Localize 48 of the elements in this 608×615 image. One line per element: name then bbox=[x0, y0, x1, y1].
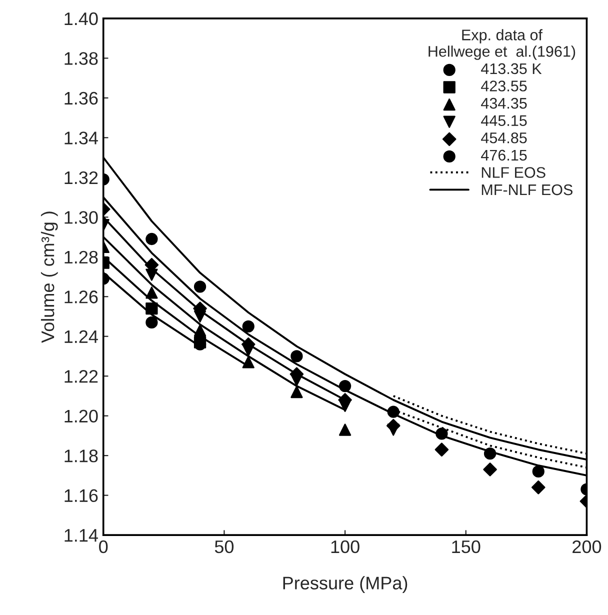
x-tick-label: 50 bbox=[214, 540, 234, 554]
y-tick-label: 1.40 bbox=[64, 12, 98, 26]
point bbox=[290, 350, 303, 362]
y-tick-label: 1.14 bbox=[64, 529, 98, 542]
y-tick-label: 1.28 bbox=[64, 250, 98, 264]
point bbox=[484, 448, 496, 460]
x-axis-title: Pressure (MPa) bbox=[283, 576, 408, 594]
y-tick-label: 1.36 bbox=[64, 92, 98, 105]
legend-label: 434.35 bbox=[481, 98, 527, 109]
point bbox=[387, 406, 400, 418]
point bbox=[338, 424, 352, 436]
point bbox=[242, 356, 254, 368]
point bbox=[434, 442, 449, 457]
point bbox=[146, 232, 158, 246]
legend-label: 454.85 bbox=[481, 132, 527, 144]
point bbox=[531, 480, 546, 494]
point bbox=[146, 302, 158, 315]
y-tick-label: 1.30 bbox=[64, 211, 98, 224]
y-tick-label: 1.22 bbox=[64, 370, 98, 383]
y-tick-label: 1.26 bbox=[64, 290, 98, 304]
x-tick-label: 200 bbox=[572, 540, 602, 554]
legend-label: MF-NLF EOS bbox=[482, 184, 572, 196]
x-tick-label: 150 bbox=[452, 540, 480, 554]
point bbox=[242, 320, 254, 332]
y-tick-label: 1.16 bbox=[64, 489, 98, 502]
legend-label: NLF EOS bbox=[482, 167, 546, 178]
x-tick-label: 100 bbox=[331, 540, 360, 554]
x-tick-label: 0 bbox=[99, 540, 108, 554]
point bbox=[483, 462, 497, 476]
point bbox=[338, 380, 352, 392]
y-axis-title: Volume ( cm³/g ) bbox=[40, 212, 58, 343]
legend-label: 476.15 bbox=[481, 150, 527, 161]
y-tick-label: 1.24 bbox=[64, 330, 98, 343]
legend-label: 413.35 K bbox=[481, 63, 542, 74]
y-tick-label: 1.20 bbox=[64, 410, 98, 423]
point bbox=[532, 465, 544, 478]
legend-label: 423.55 bbox=[481, 80, 527, 92]
point bbox=[146, 286, 158, 299]
y-tick-label: 1.32 bbox=[64, 171, 98, 184]
legend-title: Exp. data of Hellwege et al.(1961) bbox=[428, 29, 576, 60]
point bbox=[290, 386, 303, 398]
point bbox=[194, 280, 206, 293]
y-tick-label: 1.18 bbox=[64, 450, 98, 462]
point bbox=[194, 324, 206, 336]
y-tick-label: 1.38 bbox=[64, 52, 98, 65]
y-tick-label: 1.34 bbox=[64, 132, 98, 144]
legend-label: 445.15 bbox=[481, 115, 527, 126]
point bbox=[436, 428, 448, 440]
